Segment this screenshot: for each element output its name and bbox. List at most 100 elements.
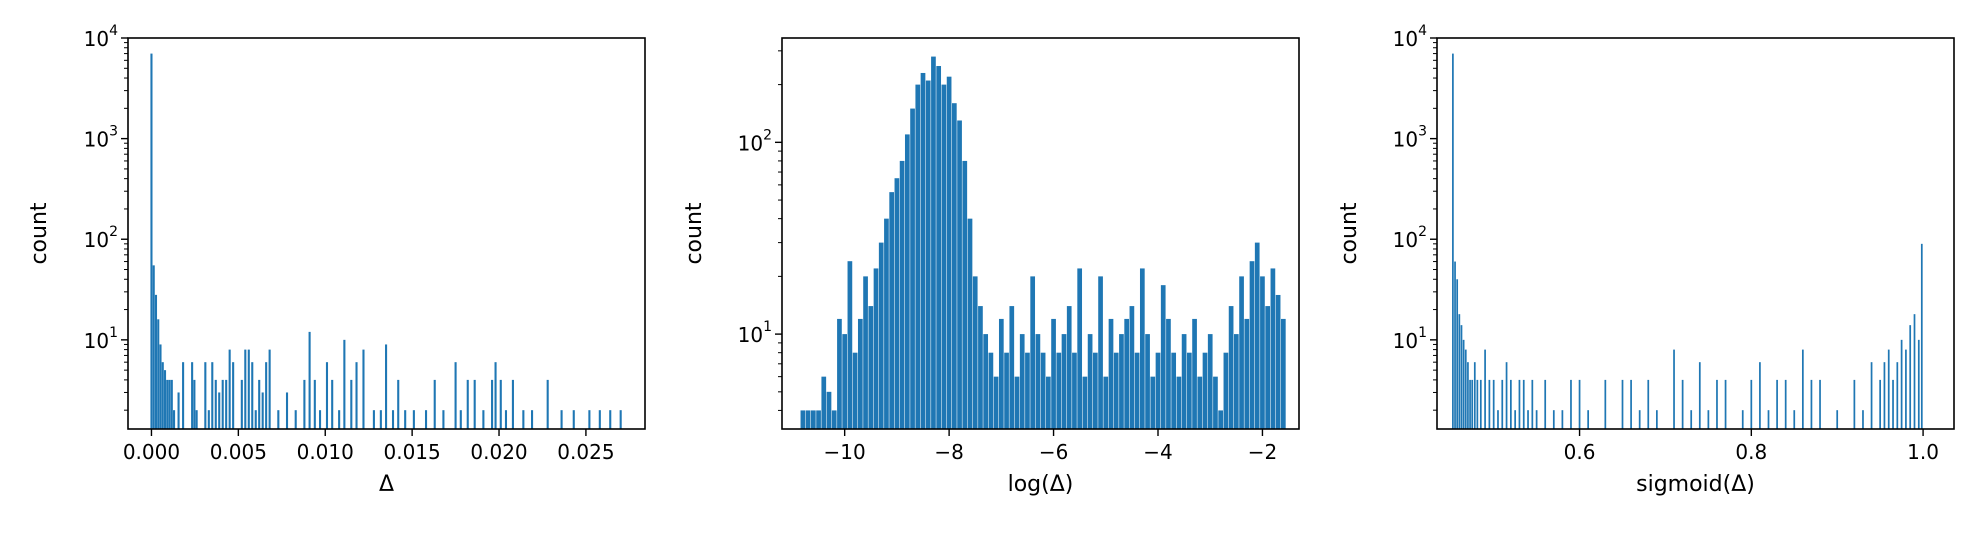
histogram-bar bbox=[1690, 410, 1693, 429]
histogram-bar bbox=[1578, 379, 1581, 429]
histogram-bar bbox=[193, 379, 196, 429]
histogram-bar bbox=[972, 276, 978, 429]
histogram-bar bbox=[325, 362, 329, 429]
axes-frame bbox=[127, 37, 646, 430]
histogram-bar bbox=[159, 344, 162, 429]
histogram-bar bbox=[1458, 314, 1461, 429]
histogram-bar bbox=[1488, 379, 1491, 429]
histogram-bar bbox=[1239, 276, 1244, 429]
histogram-bar bbox=[826, 391, 832, 429]
histogram-bar bbox=[1819, 379, 1821, 429]
histogram-bar bbox=[1113, 352, 1119, 429]
histogram-bar bbox=[244, 349, 247, 429]
histogram-bar bbox=[379, 410, 382, 429]
histogram-bar bbox=[1638, 410, 1641, 429]
histogram-bar bbox=[1467, 362, 1469, 429]
histogram-bar bbox=[225, 379, 228, 429]
histogram-bar bbox=[1741, 410, 1744, 429]
histogram-bar bbox=[1501, 379, 1504, 429]
histogram-bar bbox=[1056, 352, 1062, 429]
histogram-bar bbox=[1630, 379, 1632, 429]
histogram-bar bbox=[1647, 379, 1650, 429]
histogram-bar bbox=[1462, 339, 1465, 429]
histogram-bar bbox=[998, 318, 1004, 429]
histogram-bar bbox=[915, 84, 921, 430]
histogram-bar bbox=[1561, 410, 1564, 429]
bars bbox=[1452, 53, 1923, 430]
histogram-bar bbox=[1456, 279, 1459, 429]
histogram-bar bbox=[303, 379, 306, 429]
x-axis-label: log(Δ) bbox=[1008, 472, 1074, 497]
histogram-bar bbox=[522, 410, 525, 429]
histogram-bar bbox=[863, 276, 868, 429]
histogram-bar bbox=[1497, 410, 1499, 429]
y-axis-label: count bbox=[682, 202, 707, 264]
histogram-bar bbox=[1014, 376, 1020, 429]
histogram-bar bbox=[1870, 362, 1873, 429]
histogram-bar bbox=[842, 334, 848, 429]
histogram-bar bbox=[1213, 376, 1218, 429]
histogram-bar bbox=[1473, 362, 1476, 429]
histogram-bar bbox=[894, 178, 900, 429]
histogram-bar bbox=[1535, 410, 1538, 429]
histogram-bar bbox=[268, 349, 271, 429]
histogram-bar bbox=[1019, 334, 1025, 429]
histogram-bar bbox=[214, 379, 217, 429]
histogram-bar bbox=[821, 376, 827, 429]
histogram-bar bbox=[1051, 318, 1056, 429]
histogram-bar bbox=[1009, 306, 1015, 429]
histogram-bar bbox=[967, 218, 973, 429]
histogram-bar bbox=[904, 134, 910, 429]
histogram-bar bbox=[182, 362, 185, 429]
x-tick-label: 0.6 bbox=[1564, 440, 1596, 464]
histogram-bar bbox=[572, 410, 575, 429]
histogram-bar bbox=[482, 410, 485, 429]
histogram-bar bbox=[218, 392, 221, 429]
histogram-bar bbox=[211, 362, 214, 429]
histogram-bar bbox=[362, 349, 365, 429]
x-tick-label: −10 bbox=[824, 440, 866, 464]
histogram-bar bbox=[168, 379, 171, 429]
histogram-bar bbox=[1098, 276, 1103, 429]
x-tick-label: 0.005 bbox=[210, 440, 267, 464]
bars bbox=[150, 53, 622, 430]
histogram-bar bbox=[1040, 352, 1046, 429]
histogram-bar bbox=[978, 306, 983, 429]
histogram-bar bbox=[1892, 379, 1894, 429]
histogram-bar bbox=[941, 84, 947, 430]
histogram-bar bbox=[173, 410, 176, 429]
y-tick-label: 102 bbox=[84, 224, 118, 252]
histogram-bar bbox=[1155, 352, 1161, 429]
histogram-bar bbox=[1510, 379, 1512, 429]
y-tick-label: 101 bbox=[84, 325, 118, 353]
histogram-bar bbox=[265, 362, 268, 429]
histogram-bar bbox=[1464, 349, 1467, 429]
histogram-bar bbox=[1207, 334, 1213, 429]
histogram-bar bbox=[1082, 376, 1088, 429]
histogram-bar bbox=[1181, 334, 1187, 429]
histogram-bar bbox=[504, 410, 508, 429]
histogram-bar bbox=[1862, 410, 1864, 429]
y-tick-label: 102 bbox=[1393, 224, 1427, 252]
histogram-bar bbox=[847, 261, 853, 429]
y-tick-label: 103 bbox=[1393, 124, 1427, 152]
histogram-bar bbox=[910, 108, 915, 429]
histogram-bar bbox=[1004, 352, 1009, 429]
histogram-bar bbox=[240, 379, 243, 429]
histogram-bar bbox=[1887, 349, 1890, 429]
histogram-bar bbox=[1479, 379, 1482, 429]
histogram-bar bbox=[1160, 285, 1166, 429]
histogram-bar bbox=[391, 410, 395, 429]
histogram-bar bbox=[1275, 294, 1281, 429]
x-tick-label: 0.020 bbox=[470, 440, 527, 464]
histogram-bar bbox=[1254, 242, 1260, 429]
histogram-bar bbox=[1166, 318, 1171, 429]
histogram-bar bbox=[988, 352, 994, 429]
y-tick-label: 101 bbox=[738, 319, 772, 347]
histogram-bar bbox=[1656, 410, 1658, 429]
histogram-bar bbox=[1454, 261, 1456, 429]
y-tick-label: 104 bbox=[84, 23, 118, 51]
histogram-bar bbox=[150, 53, 153, 430]
histogram-bar bbox=[154, 294, 158, 429]
